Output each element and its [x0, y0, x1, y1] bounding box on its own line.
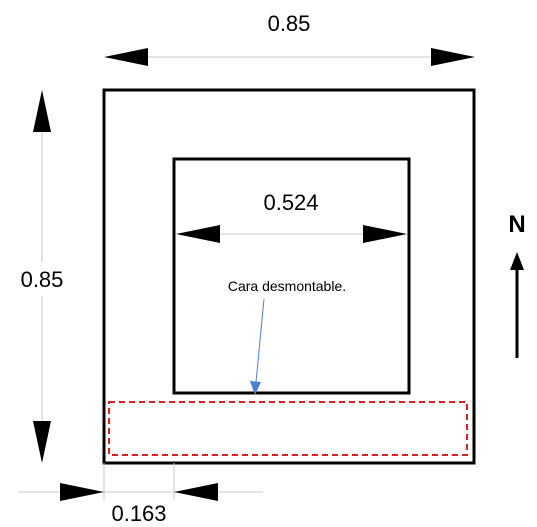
inner-dimension-right-arrowhead: [363, 225, 407, 243]
left-dimension-label: 0.85: [21, 267, 64, 292]
inner-dimension-label: 0.524: [263, 190, 318, 215]
outer-square: [102, 88, 476, 465]
north-indicator: N: [508, 211, 526, 358]
offset-dimension-left-arrowhead: [60, 483, 104, 501]
removable-face-note-text: Cara desmontable.: [228, 278, 346, 294]
offset-dimension-label: 0.163: [111, 501, 166, 526]
left-dimension: 0.85: [20, 90, 64, 463]
removable-face-leader: [255, 298, 265, 383]
removable-face-note: Cara desmontable.: [228, 278, 346, 395]
offset-dimension-right-arrowhead: [174, 483, 218, 501]
left-dimension-top-arrowhead: [33, 90, 51, 132]
north-arrow-icon: [510, 252, 524, 270]
top-dimension-label: 0.85: [268, 11, 311, 36]
removable-face-outline: [108, 401, 468, 456]
inner-dimension: 0.524: [176, 190, 407, 243]
north-label: N: [508, 211, 525, 238]
top-dimension-right-arrowhead: [431, 48, 475, 66]
inner-square: [172, 157, 411, 395]
left-dimension-bottom-arrowhead: [33, 421, 51, 463]
offset-dimension: 0.163: [18, 463, 263, 526]
removable-face-leader-arrowhead: [250, 381, 261, 395]
top-dimension-left-arrowhead: [104, 48, 148, 66]
top-dimension: 0.85: [104, 11, 475, 66]
inner-dimension-left-arrowhead: [176, 225, 220, 243]
